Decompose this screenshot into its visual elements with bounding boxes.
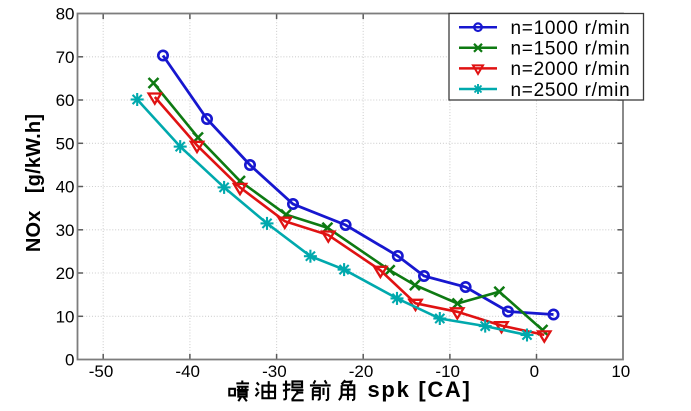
svg-text:n=1500 r/min: n=1500 r/min	[511, 39, 631, 60]
svg-text:70: 70	[56, 48, 75, 67]
svg-text:0: 0	[530, 362, 539, 381]
svg-text:-20: -20	[349, 362, 374, 381]
svg-text:-40: -40	[175, 362, 200, 381]
svg-text:10: 10	[56, 307, 75, 326]
svg-text:n=2000 r/min: n=2000 r/min	[511, 59, 631, 80]
svg-text:10: 10	[611, 362, 630, 381]
svg-text:50: 50	[56, 134, 75, 153]
svg-text:0: 0	[65, 351, 74, 370]
svg-text:n=1000 r/min: n=1000 r/min	[511, 18, 631, 39]
svg-text:40: 40	[56, 178, 75, 197]
svg-text:-50: -50	[89, 362, 114, 381]
svg-text:80: 80	[56, 5, 75, 24]
svg-text:n=2500 r/min: n=2500 r/min	[511, 80, 631, 101]
svg-text:NOx [g/kW.h]: NOx [g/kW.h]	[23, 114, 45, 252]
svg-text:-30: -30	[262, 362, 287, 381]
svg-text:20: 20	[56, 264, 75, 283]
svg-text:30: 30	[56, 221, 75, 240]
svg-text:60: 60	[56, 91, 75, 110]
svg-text:spk [CA]: spk [CA]	[368, 377, 472, 402]
svg-text:-10: -10	[435, 362, 460, 381]
